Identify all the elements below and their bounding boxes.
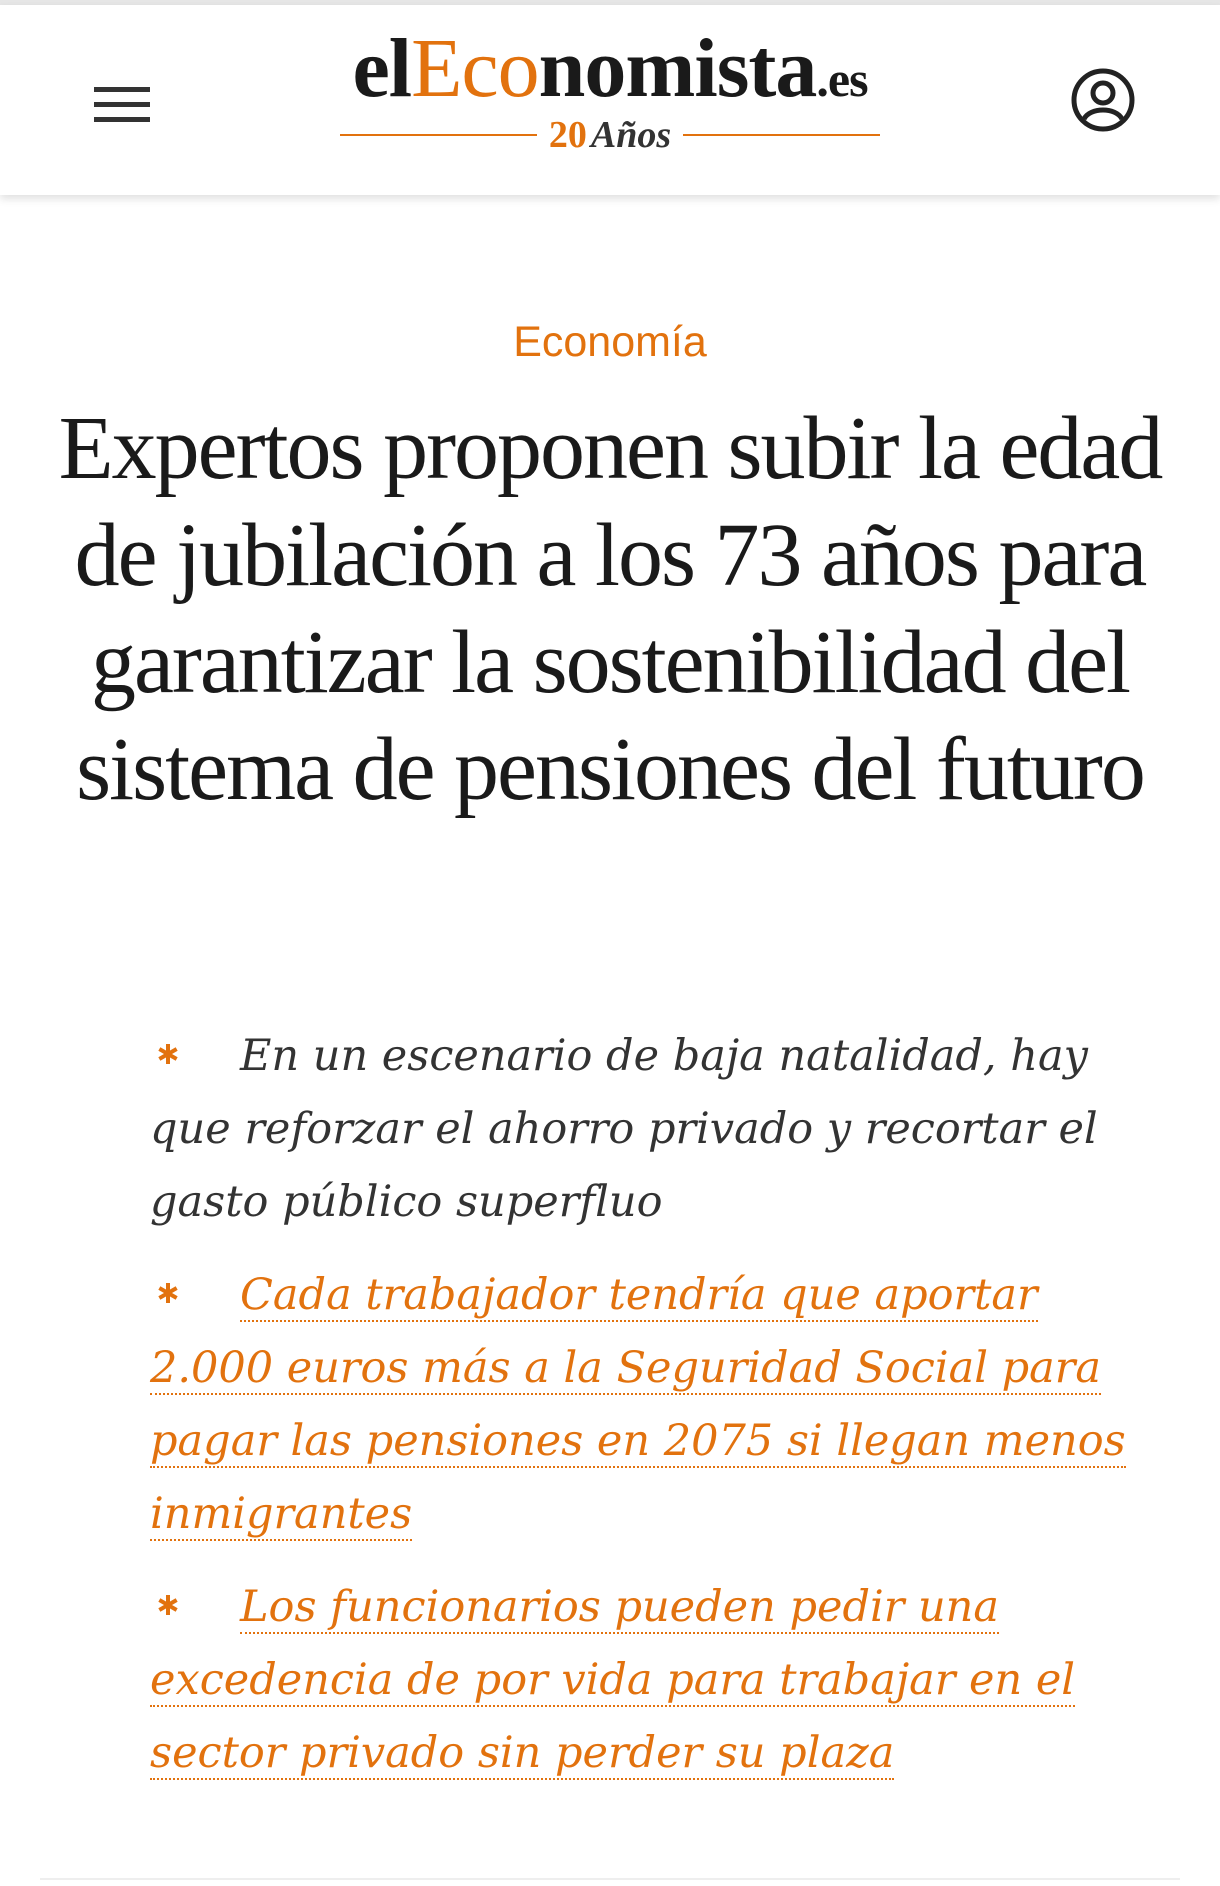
tagline-rule — [340, 134, 537, 136]
article-summary: En un escenario de baja natalidad, hay q… — [150, 1020, 1130, 1810]
related-link[interactable]: Los funcionarios pueden pedir una excede… — [150, 1582, 1076, 1780]
summary-item: En un escenario de baja natalidad, hay q… — [150, 1020, 1130, 1239]
top-border — [0, 0, 1220, 5]
site-header: elEconomista.es 20 Años — [0, 5, 1220, 195]
bullet-asterisk — [158, 1283, 178, 1303]
menu-button[interactable] — [94, 85, 150, 125]
tagline-number: 20 — [548, 114, 587, 156]
logo-part: nomista — [538, 22, 818, 115]
article-headline: Expertos proponen subir la edad de jubil… — [58, 399, 1164, 819]
bullet-asterisk — [158, 1595, 178, 1615]
summary-item: Los funcionarios pueden pedir una excede… — [150, 1571, 1130, 1790]
summary-text: En un escenario de baja natalidad, hay q… — [150, 1031, 1098, 1227]
site-logo[interactable]: elEconomista.es — [0, 27, 1220, 111]
logo-part: el — [352, 22, 412, 115]
bullet-asterisk — [158, 1044, 178, 1064]
logo-part: Eco — [411, 22, 540, 115]
summary-item: Cada trabajador tendría que aportar 2.00… — [150, 1259, 1130, 1551]
logo-part: .es — [816, 51, 868, 107]
tagline-text: Años — [590, 114, 672, 156]
related-link[interactable]: Cada trabajador tendría que aportar 2.00… — [150, 1270, 1126, 1541]
divider — [40, 1878, 1180, 1880]
tagline-rule — [683, 134, 880, 136]
user-button[interactable] — [1070, 67, 1136, 133]
article-category[interactable]: Economía — [513, 318, 707, 366]
logo-tagline: 20 Años — [328, 114, 892, 156]
